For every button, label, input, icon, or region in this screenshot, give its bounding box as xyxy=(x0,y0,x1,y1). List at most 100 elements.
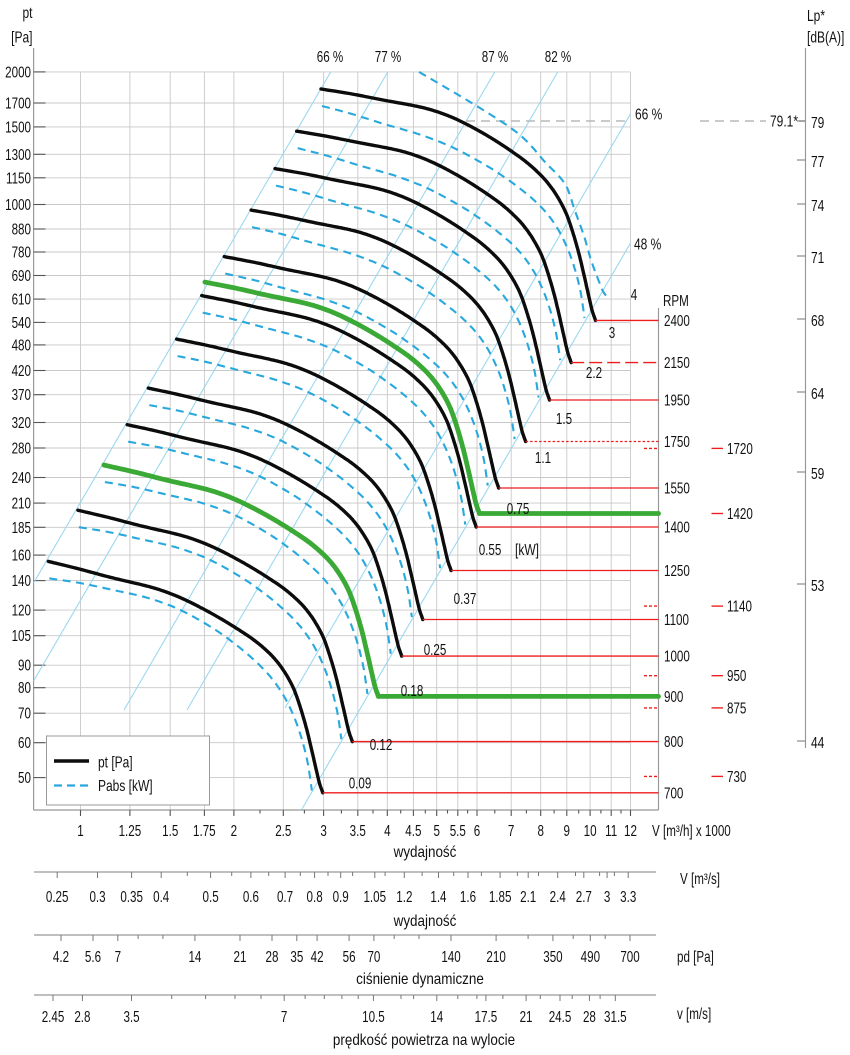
svg-text:1000: 1000 xyxy=(5,196,31,213)
svg-text:21: 21 xyxy=(234,948,247,965)
svg-text:2: 2 xyxy=(231,822,237,839)
svg-text:5.6: 5.6 xyxy=(85,948,101,965)
svg-text:[dB(A)]: [dB(A)] xyxy=(807,28,844,46)
svg-text:4.5: 4.5 xyxy=(405,822,421,839)
svg-text:120: 120 xyxy=(12,602,32,619)
svg-text:wydajność: wydajność xyxy=(393,844,457,861)
svg-text:420: 420 xyxy=(12,362,32,379)
svg-text:1700: 1700 xyxy=(5,95,31,112)
svg-text:140: 140 xyxy=(441,948,461,965)
svg-text:79: 79 xyxy=(811,113,824,131)
svg-text:4.2: 4.2 xyxy=(53,948,69,965)
svg-text:44: 44 xyxy=(811,733,824,751)
svg-text:2150: 2150 xyxy=(664,355,690,372)
svg-text:2.7: 2.7 xyxy=(576,888,592,905)
svg-text:11: 11 xyxy=(605,822,617,839)
svg-text:3: 3 xyxy=(604,888,611,905)
svg-text:70: 70 xyxy=(367,948,380,965)
svg-text:5.5: 5.5 xyxy=(450,822,466,839)
svg-text:480: 480 xyxy=(12,337,32,354)
svg-text:35: 35 xyxy=(290,948,303,965)
svg-text:0.4: 0.4 xyxy=(153,888,169,905)
svg-text:1140: 1140 xyxy=(727,598,752,615)
svg-text:66 %: 66 % xyxy=(635,105,663,123)
svg-text:210: 210 xyxy=(12,495,32,512)
svg-text:2.2: 2.2 xyxy=(586,364,602,381)
svg-text:68: 68 xyxy=(811,311,824,329)
svg-text:24.5: 24.5 xyxy=(549,1008,572,1025)
svg-text:60: 60 xyxy=(18,735,31,752)
svg-text:7: 7 xyxy=(508,822,514,839)
svg-text:900: 900 xyxy=(664,688,684,705)
svg-text:1550: 1550 xyxy=(664,480,690,497)
svg-text:280: 280 xyxy=(12,440,32,457)
svg-text:1.75: 1.75 xyxy=(193,822,216,839)
svg-text:2000: 2000 xyxy=(5,64,31,81)
svg-text:3: 3 xyxy=(320,822,327,839)
svg-text:0.7: 0.7 xyxy=(277,888,293,905)
svg-text:12: 12 xyxy=(624,822,637,839)
svg-text:1150: 1150 xyxy=(6,170,31,187)
svg-text:7: 7 xyxy=(281,1008,287,1025)
svg-text:28: 28 xyxy=(583,1008,596,1025)
svg-text:10: 10 xyxy=(584,822,597,839)
svg-text:1.25: 1.25 xyxy=(119,822,142,839)
svg-text:64: 64 xyxy=(811,384,824,402)
svg-text:0.18: 0.18 xyxy=(401,682,424,699)
svg-text:1.4: 1.4 xyxy=(430,888,446,905)
svg-text:950: 950 xyxy=(727,668,747,685)
svg-text:0.37: 0.37 xyxy=(454,590,477,607)
svg-text:RPM: RPM xyxy=(663,292,689,309)
svg-text:prędkość powietrza na wylocie: prędkość powietrza na wylocie xyxy=(333,1032,515,1049)
svg-text:87 %: 87 % xyxy=(482,48,508,65)
svg-text:1.5: 1.5 xyxy=(162,822,178,839)
svg-text:0.35: 0.35 xyxy=(120,888,143,905)
svg-text:53: 53 xyxy=(811,576,824,594)
svg-text:2.8: 2.8 xyxy=(74,1008,90,1025)
svg-text:74: 74 xyxy=(811,196,824,214)
svg-text:0.6: 0.6 xyxy=(243,888,259,905)
svg-text:875: 875 xyxy=(727,700,747,717)
svg-text:70: 70 xyxy=(18,705,31,722)
svg-text:7: 7 xyxy=(115,948,121,965)
svg-text:1: 1 xyxy=(77,822,83,839)
svg-text:140: 140 xyxy=(12,573,32,590)
svg-text:0.9: 0.9 xyxy=(333,888,349,905)
svg-text:1950: 1950 xyxy=(664,392,690,409)
svg-text:2.4: 2.4 xyxy=(550,888,566,905)
svg-text:2.45: 2.45 xyxy=(42,1008,65,1025)
svg-text:1420: 1420 xyxy=(727,505,753,522)
svg-text:105: 105 xyxy=(12,628,32,645)
svg-text:59: 59 xyxy=(811,464,824,482)
svg-text:90: 90 xyxy=(18,657,31,674)
svg-text:0.25: 0.25 xyxy=(46,888,69,905)
svg-text:pt [Pa]: pt [Pa] xyxy=(98,753,133,771)
svg-text:14: 14 xyxy=(430,1008,443,1025)
svg-text:370: 370 xyxy=(12,387,32,404)
svg-text:2.5: 2.5 xyxy=(275,822,291,839)
svg-text:6: 6 xyxy=(474,822,481,839)
svg-text:4: 4 xyxy=(631,286,638,303)
svg-text:880: 880 xyxy=(12,221,32,238)
svg-text:780: 780 xyxy=(12,244,32,261)
svg-text:1720: 1720 xyxy=(727,440,753,457)
svg-text:77: 77 xyxy=(811,152,824,170)
svg-text:ciśnienie dynamiczne: ciśnienie dynamiczne xyxy=(356,971,484,988)
svg-text:700: 700 xyxy=(620,948,640,965)
svg-text:48 %: 48 % xyxy=(634,235,662,253)
svg-text:1500: 1500 xyxy=(5,119,31,136)
svg-text:1250: 1250 xyxy=(664,562,690,579)
svg-text:80: 80 xyxy=(18,680,31,697)
svg-text:0.8: 0.8 xyxy=(307,888,323,905)
svg-text:2.1: 2.1 xyxy=(520,888,536,905)
svg-text:82 %: 82 % xyxy=(545,48,571,65)
svg-text:pt: pt xyxy=(23,3,33,21)
svg-text:0.75: 0.75 xyxy=(507,500,530,517)
svg-text:1100: 1100 xyxy=(664,611,689,628)
svg-text:0.3: 0.3 xyxy=(89,888,105,905)
svg-text:21: 21 xyxy=(520,1008,533,1025)
svg-text:1750: 1750 xyxy=(664,433,690,450)
svg-text:210: 210 xyxy=(486,948,506,965)
svg-text:800: 800 xyxy=(664,734,684,751)
svg-text:490: 490 xyxy=(581,948,601,965)
